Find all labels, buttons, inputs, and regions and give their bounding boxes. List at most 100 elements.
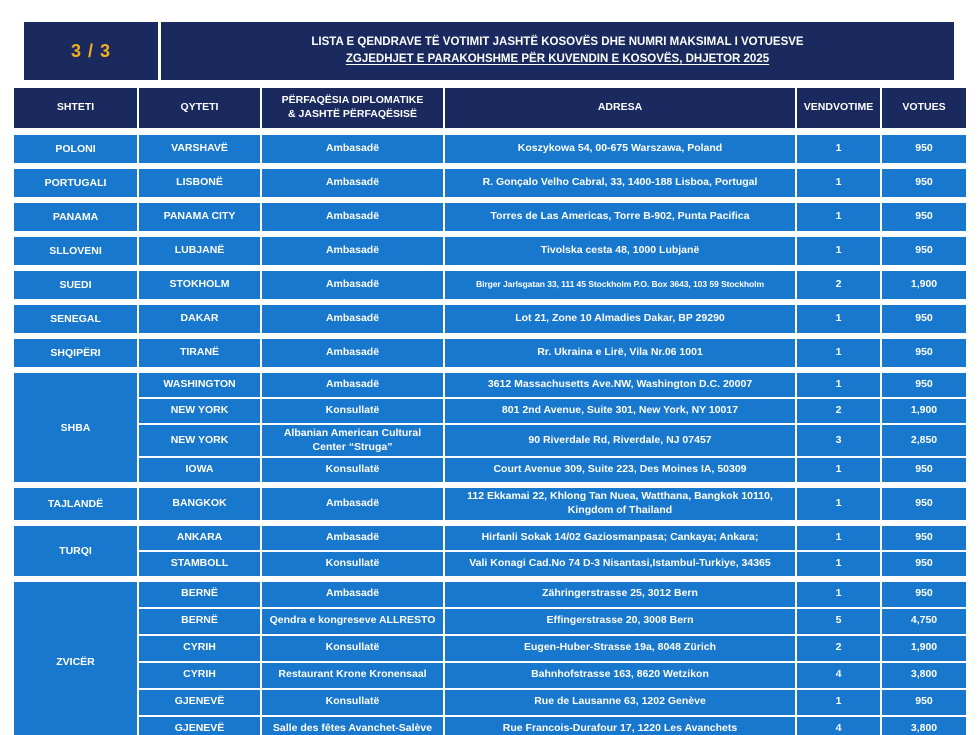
- vendvotime-cell: 1: [795, 581, 880, 607]
- country-cell: SUEDI: [59, 279, 92, 291]
- address-cell: Effingerstrasse 20, 3008 Bern: [443, 608, 795, 634]
- group-rows: WASHINGTON Ambasadë 3612 Massachusetts A…: [137, 373, 966, 483]
- country-group: TURQI ANKARA Ambasadë Hirfanli Sokak 14/…: [14, 525, 966, 576]
- vendvotime-cell: 1: [795, 237, 880, 265]
- table-row: NEW YORK Albanian American Cultural Cent…: [137, 423, 966, 457]
- city-cell: GJENEVË: [137, 689, 260, 715]
- city-cell: TIRANË: [137, 339, 260, 367]
- table-row: IOWA Konsullatë Court Avenue 309, Suite …: [137, 456, 966, 483]
- votues-cell: 950: [880, 488, 966, 520]
- address-cell: Rr. Ukraina e Lirë, Vila Nr.06 1001: [443, 339, 795, 367]
- address-cell: Tivolska cesta 48, 1000 Lubjanë: [443, 237, 795, 265]
- office-cell: Ambasadë: [260, 203, 443, 231]
- city-cell: LUBJANË: [137, 237, 260, 265]
- vendvotime-cell: 4: [795, 662, 880, 688]
- votues-cell: 950: [880, 689, 966, 715]
- office-cell: Salle des fêtes Avanchet-Salève: [260, 716, 443, 735]
- group-rows: DAKAR Ambasadë Lot 21, Zone 10 Almadies …: [137, 305, 966, 333]
- table-row: LUBJANË Ambasadë Tivolska cesta 48, 1000…: [137, 237, 966, 265]
- group-rows: ANKARA Ambasadë Hirfanli Sokak 14/02 Gaz…: [137, 525, 966, 576]
- country-cell: SENEGAL: [50, 313, 101, 325]
- office-cell: Restaurant Krone Kronensaal: [260, 662, 443, 688]
- address-cell: Lot 21, Zone 10 Almadies Dakar, BP 29290: [443, 305, 795, 333]
- table-row: GJENEVË Salle des fêtes Avanchet-Salève …: [137, 714, 966, 735]
- country-cell: SHQIPËRI: [50, 347, 101, 359]
- group-rows: BANGKOK Ambasadë 112 Ekkamai 22, Khlong …: [137, 488, 966, 520]
- office-cell: Ambasadë: [260, 271, 443, 299]
- vendvotime-cell: 5: [795, 608, 880, 634]
- city-cell: GJENEVË: [137, 716, 260, 735]
- office-cell: Ambasadë: [260, 373, 443, 397]
- group-rows: VARSHAVË Ambasadë Koszykowa 54, 00-675 W…: [137, 135, 966, 163]
- country-group: ZVICËR BERNË Ambasadë Zähringerstrasse 2…: [14, 581, 966, 735]
- votues-cell: 1,900: [880, 271, 966, 299]
- country-cell: TURQI: [59, 544, 92, 557]
- column-header-qyteti: QYTETI: [137, 88, 260, 128]
- city-cell: NEW YORK: [137, 425, 260, 457]
- city-cell: STAMBOLL: [137, 551, 260, 576]
- votues-cell: 3,800: [880, 716, 966, 735]
- address-cell: Court Avenue 309, Suite 223, Des Moines …: [443, 458, 795, 483]
- column-header-vendvotime: VENDVOTIME: [795, 88, 880, 128]
- band-divider: [158, 22, 161, 80]
- city-cell: PANAMA CITY: [137, 203, 260, 231]
- votues-cell: 4,750: [880, 608, 966, 634]
- office-cell: Ambasadë: [260, 339, 443, 367]
- address-cell: 3612 Massachusetts Ave.NW, Washington D.…: [443, 373, 795, 397]
- column-header-votues: VOTUES: [880, 88, 966, 128]
- table-body: POLONI VARSHAVË Ambasadë Koszykowa 54, 0…: [14, 135, 966, 735]
- votues-cell: 950: [880, 135, 966, 163]
- table-row: BERNË Ambasadë Zähringerstrasse 25, 3012…: [137, 581, 966, 607]
- votues-cell: 950: [880, 237, 966, 265]
- country-group: SHQIPËRI TIRANË Ambasadë Rr. Ukraina e L…: [14, 339, 966, 367]
- city-cell: WASHINGTON: [137, 373, 260, 397]
- country-group: SHBA WASHINGTON Ambasadë 3612 Massachuse…: [14, 373, 966, 483]
- votues-cell: 950: [880, 525, 966, 550]
- table-row: WASHINGTON Ambasadë 3612 Massachusetts A…: [137, 373, 966, 397]
- group-rows: LISBONË Ambasadë R. Gonçalo Velho Cabral…: [137, 169, 966, 197]
- table-row: LISBONË Ambasadë R. Gonçalo Velho Cabral…: [137, 169, 966, 197]
- office-cell: Ambasadë: [260, 169, 443, 197]
- address-cell: Eugen-Huber-Strasse 19a, 8048 Zürich: [443, 635, 795, 661]
- country-group: SUEDI STOKHOLM Ambasadë Birger Jarlsgata…: [14, 271, 966, 299]
- office-cell: Ambasadë: [260, 237, 443, 265]
- vendvotime-cell: 1: [795, 305, 880, 333]
- city-cell: IOWA: [137, 458, 260, 483]
- country-cell: PORTUGALI: [44, 177, 107, 189]
- office-cell: Konsullatë: [260, 458, 443, 483]
- votues-cell: 3,800: [880, 662, 966, 688]
- votues-cell: 950: [880, 169, 966, 197]
- votues-cell: 950: [880, 373, 966, 397]
- group-rows: STOKHOLM Ambasadë Birger Jarlsgatan 33, …: [137, 271, 966, 299]
- country-group: PORTUGALI LISBONË Ambasadë R. Gonçalo Ve…: [14, 169, 966, 197]
- table-row: PANAMA CITY Ambasadë Torres de Las Ameri…: [137, 203, 966, 231]
- country-cell: POLONI: [55, 143, 96, 155]
- table-row: BANGKOK Ambasadë 112 Ekkamai 22, Khlong …: [137, 488, 966, 520]
- country-cell: SLLOVENI: [49, 245, 102, 257]
- address-cell: Vali Konagi Cad.No 74 D-3 Nisantasi,Ista…: [443, 551, 795, 576]
- table-row: BERNË Qendra e kongreseve ALLRESTO Effin…: [137, 606, 966, 634]
- address-cell: Rue de Lausanne 63, 1202 Genève: [443, 689, 795, 715]
- country-group: SLLOVENI LUBJANË Ambasadë Tivolska cesta…: [14, 237, 966, 265]
- table-header-row: SHTETI QYTETI PËRFAQËSIA DIPLOMATIKE & J…: [14, 88, 966, 128]
- vendvotime-cell: 1: [795, 488, 880, 520]
- title-line-2: ZGJEDHJET E PARAKOHSHME PËR KUVENDIN E K…: [345, 53, 770, 65]
- group-rows: TIRANË Ambasadë Rr. Ukraina e Lirë, Vila…: [137, 339, 966, 367]
- votues-cell: 1,900: [880, 399, 966, 423]
- city-cell: VARSHAVË: [137, 135, 260, 163]
- office-cell: Ambasadë: [260, 581, 443, 607]
- country-group: POLONI VARSHAVË Ambasadë Koszykowa 54, 0…: [14, 135, 966, 163]
- table-row: TIRANË Ambasadë Rr. Ukraina e Lirë, Vila…: [137, 339, 966, 367]
- city-cell: BERNË: [137, 581, 260, 607]
- vendvotime-cell: 1: [795, 203, 880, 231]
- page-indicator: 3 / 3: [24, 22, 158, 80]
- column-header-adresa: ADRESA: [443, 88, 795, 128]
- city-cell: ANKARA: [137, 525, 260, 550]
- office-cell: Ambasadë: [260, 135, 443, 163]
- table-row: VARSHAVË Ambasadë Koszykowa 54, 00-675 W…: [137, 135, 966, 163]
- address-cell: Torres de Las Americas, Torre B-902, Pun…: [443, 203, 795, 231]
- city-cell: STOKHOLM: [137, 271, 260, 299]
- table-row: STAMBOLL Konsullatë Vali Konagi Cad.No 7…: [137, 549, 966, 576]
- country-group: PANAMA PANAMA CITY Ambasadë Torres de La…: [14, 203, 966, 231]
